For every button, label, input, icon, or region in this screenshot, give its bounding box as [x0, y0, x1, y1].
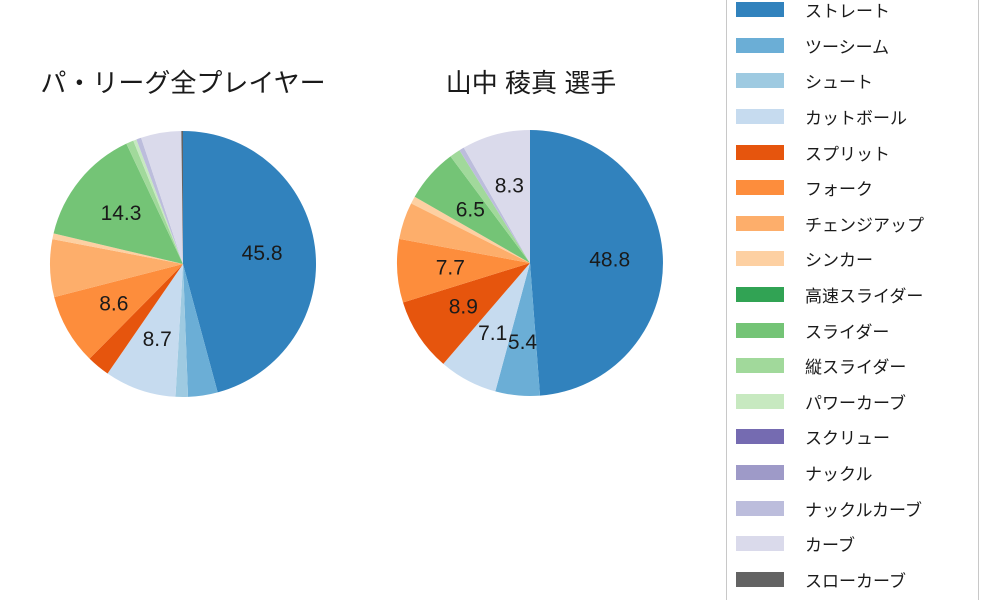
legend-item-fast-slider: 高速スライダー [727, 277, 978, 313]
legend-item-changeup: チェンジアップ [727, 206, 978, 242]
legend-item-label: カットボール [805, 109, 907, 129]
pie-slice-sinker [411, 196, 530, 263]
legend-item-label: 高速スライダー [805, 287, 924, 307]
legend-item-label: チェンジアップ [805, 215, 924, 235]
pie-slice-slow-curve [181, 131, 183, 264]
pie-slice-value-split: 8.9 [449, 295, 478, 318]
pie-slice-split [403, 263, 530, 364]
legend-item-label: ナックルカーブ [805, 500, 922, 520]
legend-item-fork: フォーク [727, 170, 978, 206]
straight-swatch-icon [736, 2, 784, 18]
pie-slice-slider [414, 156, 530, 263]
legend-item-label: スローカーブ [805, 571, 906, 591]
pie-slice-sinker [52, 233, 183, 264]
pie-slice-value-straight: 48.8 [589, 249, 630, 272]
pie-slice-straight [530, 130, 663, 396]
legend-item-two-seam: ツーシーム [727, 28, 978, 64]
curve-swatch-icon [736, 536, 784, 552]
vertical-slider-swatch-icon [736, 358, 784, 374]
pie-slice-curve [463, 130, 530, 263]
pie-slice-curve [141, 131, 183, 264]
knuckle-swatch-icon [736, 465, 784, 481]
pie-slice-cut-ball [443, 263, 530, 392]
pie-slice-slider [53, 143, 183, 264]
legend-item-screw: スクリュー [727, 419, 978, 455]
league-pie-chart: 45.8 8.7 8.6 14.3 [50, 131, 317, 398]
pie-slice-two-seam [183, 264, 218, 397]
legend-item-straight: ストレート [727, 0, 978, 28]
pie-slice-shoot [175, 264, 189, 398]
pie-slice-cut-ball [107, 264, 183, 397]
pie-slice-value-fork: 7.7 [436, 256, 465, 279]
pie-slice-knuckle-curve [459, 147, 530, 263]
pie-slice-changeup [399, 203, 530, 263]
pie-slice-knuckle-curve [136, 137, 183, 264]
pie-slice-value-fork: 8.6 [99, 292, 128, 315]
pie-slice-value-two-seam: 5.4 [508, 331, 538, 354]
legend-item-split: スプリット [727, 134, 978, 170]
legend-item-label: シンカー [805, 251, 873, 271]
knuckle-curve-swatch-icon [736, 500, 784, 516]
pie-slice-vertical-slider [450, 150, 530, 263]
pitch-type-legend: ストレートツーシームシュートカットボール スプリットフォークチェンジアップ シンカー… [726, 0, 979, 600]
legend-item-label: 縦スライダー [805, 358, 907, 378]
player-pie-chart: 48.8 5.47.18.9 7.7 6.5 8.3 [396, 130, 663, 396]
pie-slice-two-seam [495, 263, 541, 396]
legend-item-knuckle: ナックル [727, 455, 978, 491]
pie-slice-straight [183, 131, 317, 393]
legend-item-cut-ball: カットボール [727, 99, 978, 135]
shoot-swatch-icon [736, 73, 784, 89]
sinker-swatch-icon [736, 251, 784, 267]
pie-slice-vertical-slider [126, 140, 183, 264]
pie-slice-value-slider: 6.5 [456, 199, 485, 222]
pie-slice-power-curve [133, 139, 183, 264]
fork-swatch-icon [736, 180, 784, 196]
legend-item-label: カーブ [805, 536, 855, 556]
pie-slice-value-straight: 45.8 [242, 242, 283, 265]
legend-item-label: シュート [805, 73, 873, 93]
legend-item-label: ツーシーム [805, 37, 890, 57]
split-swatch-icon [736, 144, 784, 160]
legend-item-shoot: シュート [727, 63, 978, 99]
screw-swatch-icon [736, 429, 784, 445]
pie-slice-value-cut-ball: 8.7 [143, 328, 172, 351]
legend-item-slow-curve: スローカーブ [727, 562, 978, 598]
legend-item-label: パワーカーブ [805, 393, 906, 413]
legend-item-sinker: シンカー [727, 241, 978, 277]
legend-item-curve: カーブ [727, 526, 978, 562]
slow-curve-swatch-icon [736, 571, 784, 587]
fast-slider-swatch-icon [736, 287, 784, 303]
legend-item-label: ストレート [805, 2, 890, 22]
two-seam-swatch-icon [736, 37, 784, 53]
legend-item-label: スプリット [805, 144, 890, 164]
pie-slice-value-cut-ball: 7.1 [478, 322, 507, 345]
league-pie-title: パ・リーグ全プレイヤー [40, 68, 326, 98]
legend-item-label: フォーク [805, 180, 873, 200]
pie-slice-value-curve: 8.3 [495, 174, 524, 197]
legend-item-power-curve: パワーカーブ [727, 384, 978, 420]
pie-slice-split [89, 264, 183, 374]
player-pie-title: 山中 稜真 選手 [445, 68, 617, 98]
pie-slice-fork [396, 238, 530, 303]
legend-item-label: ナックル [805, 465, 873, 485]
power-curve-swatch-icon [736, 393, 784, 409]
changeup-swatch-icon [736, 215, 784, 231]
pie-slice-value-slider: 14.3 [101, 202, 142, 225]
legend-item-slider: スライダー [727, 312, 978, 348]
legend-item-label: スクリュー [805, 429, 890, 449]
pie-slice-fork [54, 264, 184, 359]
legend-item-vertical-slider: 縦スライダー [727, 348, 978, 384]
cut-ball-swatch-icon [736, 109, 784, 125]
slider-swatch-icon [736, 322, 784, 338]
pie-slice-changeup [50, 239, 184, 298]
legend-item-knuckle-curve: ナックルカーブ [727, 490, 978, 526]
legend-item-label: スライダー [805, 322, 890, 342]
